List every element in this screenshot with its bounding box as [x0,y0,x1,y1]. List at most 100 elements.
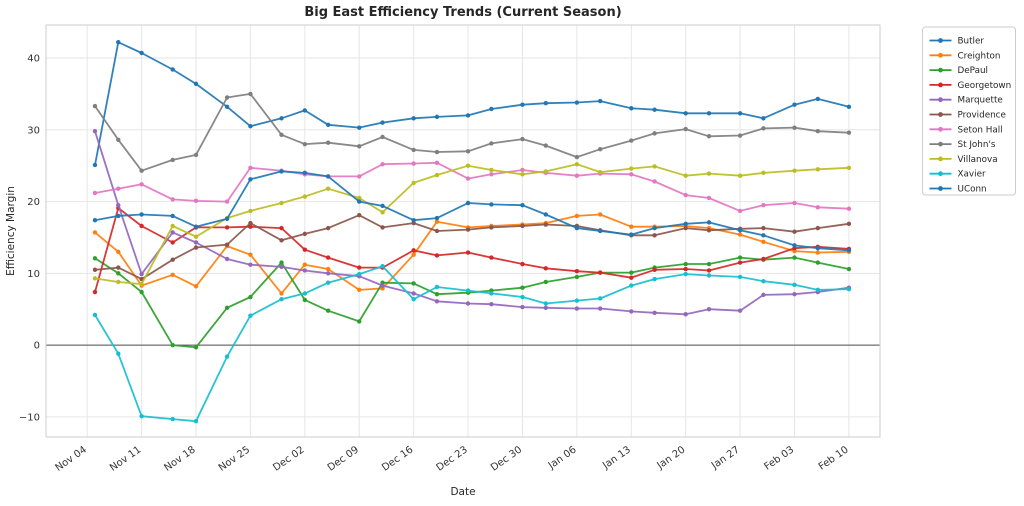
legend-marker-sample [938,97,943,103]
data-point-villanova [92,276,98,281]
data-point-xavier [815,287,821,293]
data-point-villanova [737,173,743,178]
data-point-uconn [520,202,525,208]
data-point-uconn [325,174,331,179]
legend-marker-sample [938,156,943,162]
data-point-st-john-s [357,144,362,149]
data-point-st-john-s [597,146,603,152]
data-point-creighton [574,213,580,219]
data-point-villanova [761,170,766,176]
data-point-marquette [597,306,603,311]
series-depaul [92,255,852,350]
data-point-st-john-s [761,126,766,131]
series-marquette [92,129,852,317]
x-tick-label: Nov 04 [54,444,89,473]
data-point-marquette [465,301,471,306]
data-point-depaul [92,256,98,261]
data-point-uconn [248,177,253,182]
data-point-georgetown [248,224,253,229]
legend-marker-sample [938,141,943,147]
data-point-uconn [92,218,98,223]
series-line-butler [94,41,850,166]
data-point-marquette [380,283,385,288]
x-tick-label: Feb 03 [762,444,796,472]
legend: Butler Creighton DePaul Georgetown Marquette… [922,26,1016,196]
data-point-uconn [357,199,362,204]
x-tick-label: Nov 25 [217,444,252,473]
data-point-creighton [411,252,416,257]
data-point-seton-hall [434,160,440,166]
data-point-uconn [279,169,284,174]
data-point-uconn [170,213,175,219]
legend-label: DePaul [958,66,989,76]
data-point-xavier [380,263,385,269]
data-point-marquette [224,256,230,262]
data-point-butler [116,40,121,45]
data-point-georgetown [434,253,440,258]
data-point-seton-hall [139,182,144,187]
data-point-villanova [792,168,797,173]
y-axis-label: Efficiency Margin [5,186,17,276]
data-point-depaul [302,297,308,303]
data-point-st-john-s [737,133,743,138]
data-point-depaul [248,294,253,300]
series-line-st-john-s [94,93,850,172]
data-point-seton-hall [170,197,175,202]
data-point-marquette [170,230,175,235]
x-tick-label: Jan 20 [655,444,688,472]
data-point-seton-hall [520,167,525,173]
data-point-providence [846,221,852,227]
data-point-providence [761,225,766,231]
data-point-creighton [116,249,121,255]
data-point-providence [380,225,385,230]
data-point-seton-hall [792,200,797,206]
data-point-st-john-s [543,143,548,148]
x-tick-label: Jan 06 [546,444,579,472]
data-point-st-john-s [224,95,230,100]
data-point-providence [706,228,712,233]
data-point-marquette [652,310,657,316]
data-point-villanova [815,167,821,172]
data-point-depaul [683,261,688,267]
data-point-xavier [139,413,144,419]
data-point-villanova [683,173,688,178]
legend-item-butler: Butler [929,37,984,47]
data-point-creighton [279,291,284,296]
series-uconn [92,169,852,253]
data-point-marquette [489,302,494,307]
legend-label: Villanova [958,155,998,165]
data-point-xavier [92,312,98,318]
legend-label: Marquette [958,96,1003,106]
data-point-providence [302,231,308,237]
data-point-marquette [574,306,580,311]
legend-label: St John's [958,140,996,150]
data-point-creighton [434,219,440,224]
x-tick-label: Jan 27 [709,444,742,472]
data-point-depaul [411,281,416,286]
data-point-villanova [357,195,362,201]
data-point-uconn [815,246,821,251]
x-tick-label: Dec 23 [435,444,470,473]
chart-title: Big East Efficiency Trends (Current Seas… [304,5,621,20]
data-point-georgetown [652,267,657,272]
data-point-villanova [629,166,634,171]
data-point-depaul [520,285,525,290]
data-point-uconn [652,225,657,231]
data-point-villanova [706,171,712,176]
data-point-seton-hall [489,172,494,177]
data-point-marquette [434,299,440,304]
data-point-butler [170,67,175,72]
data-point-georgetown [706,268,712,273]
data-point-marquette [683,312,688,317]
data-point-xavier [489,291,494,296]
data-point-uconn [706,220,712,225]
data-point-uconn [193,224,199,229]
data-point-uconn [302,170,308,176]
data-point-creighton [357,287,362,293]
data-point-seton-hall [683,192,688,198]
legend-label: Georgetown [958,81,1012,91]
data-point-uconn [224,216,230,221]
data-point-marquette [248,262,253,267]
series-georgetown [92,205,852,295]
data-point-xavier [434,284,440,290]
